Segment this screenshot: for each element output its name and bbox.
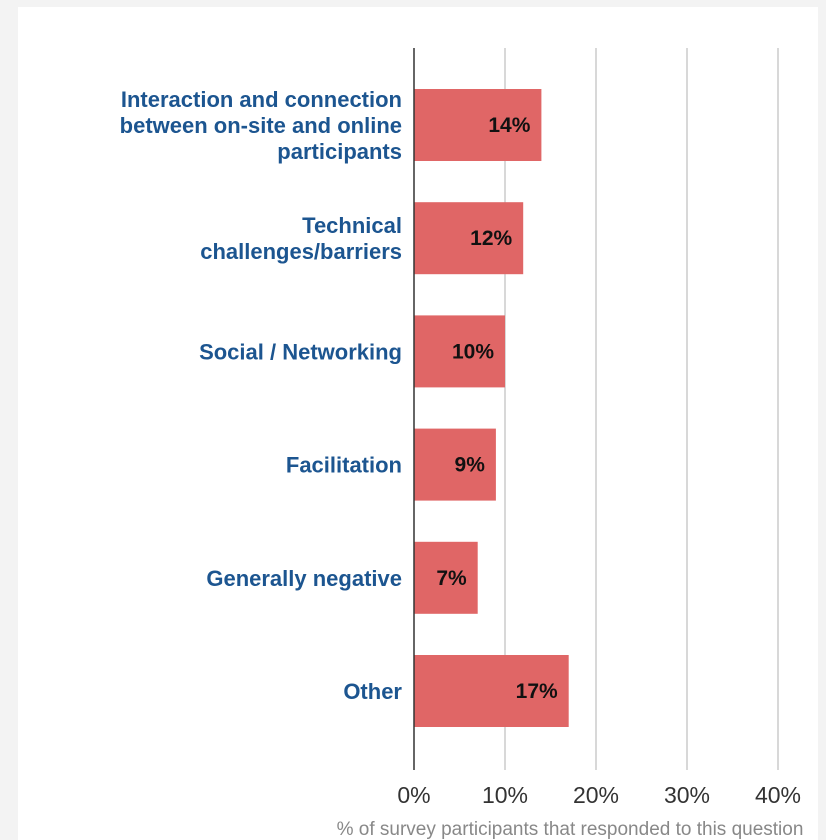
category-label-line: Interaction and connection [121,87,402,112]
category-label-line: Technical [302,213,402,238]
category-label-line: Generally negative [206,566,402,591]
category-label: Facilitation [286,453,402,478]
category-label-line: Other [343,679,402,704]
category-label-line: Social / Networking [199,339,402,364]
bar [414,89,542,161]
bar-value-label: 17% [516,680,558,703]
bar-value-label: 14% [488,114,530,137]
value-labels: 14% 12% 10% 9% 7% 17% [436,114,558,703]
bar [414,655,569,727]
bar [414,428,496,501]
category-label: Generally negative [206,566,402,591]
gridlines [504,48,779,770]
x-tick-label: 20% [573,782,619,808]
category-label-line: participants [277,139,402,164]
bar-value-label: 7% [436,567,467,590]
x-axis-title: % of survey participants that responded … [337,819,804,840]
category-label: Technical challenges/barriers [200,213,402,264]
category-label: Other [343,679,402,704]
category-labels: Interaction and connection between on-sit… [120,87,403,704]
category-label: Interaction and connection between on-sit… [120,87,402,164]
x-tick-labels: 0% 10% 20% 30% 40% [397,782,801,808]
category-label-line: Facilitation [286,453,402,478]
x-tick-label: 30% [664,782,710,808]
bar-value-label: 9% [455,454,486,477]
bar [414,541,478,614]
bar [414,202,524,275]
category-label-line: between on-site and online [120,113,402,138]
x-tick-label: 40% [755,782,801,808]
bar-value-label: 12% [470,227,512,250]
category-label: Social / Networking [199,339,402,364]
bar-value-label: 10% [452,340,494,363]
x-tick-label: 0% [397,782,430,808]
bars [414,89,569,727]
bar [414,315,505,388]
category-label-line: challenges/barriers [200,239,402,264]
x-tick-label: 10% [482,782,528,808]
